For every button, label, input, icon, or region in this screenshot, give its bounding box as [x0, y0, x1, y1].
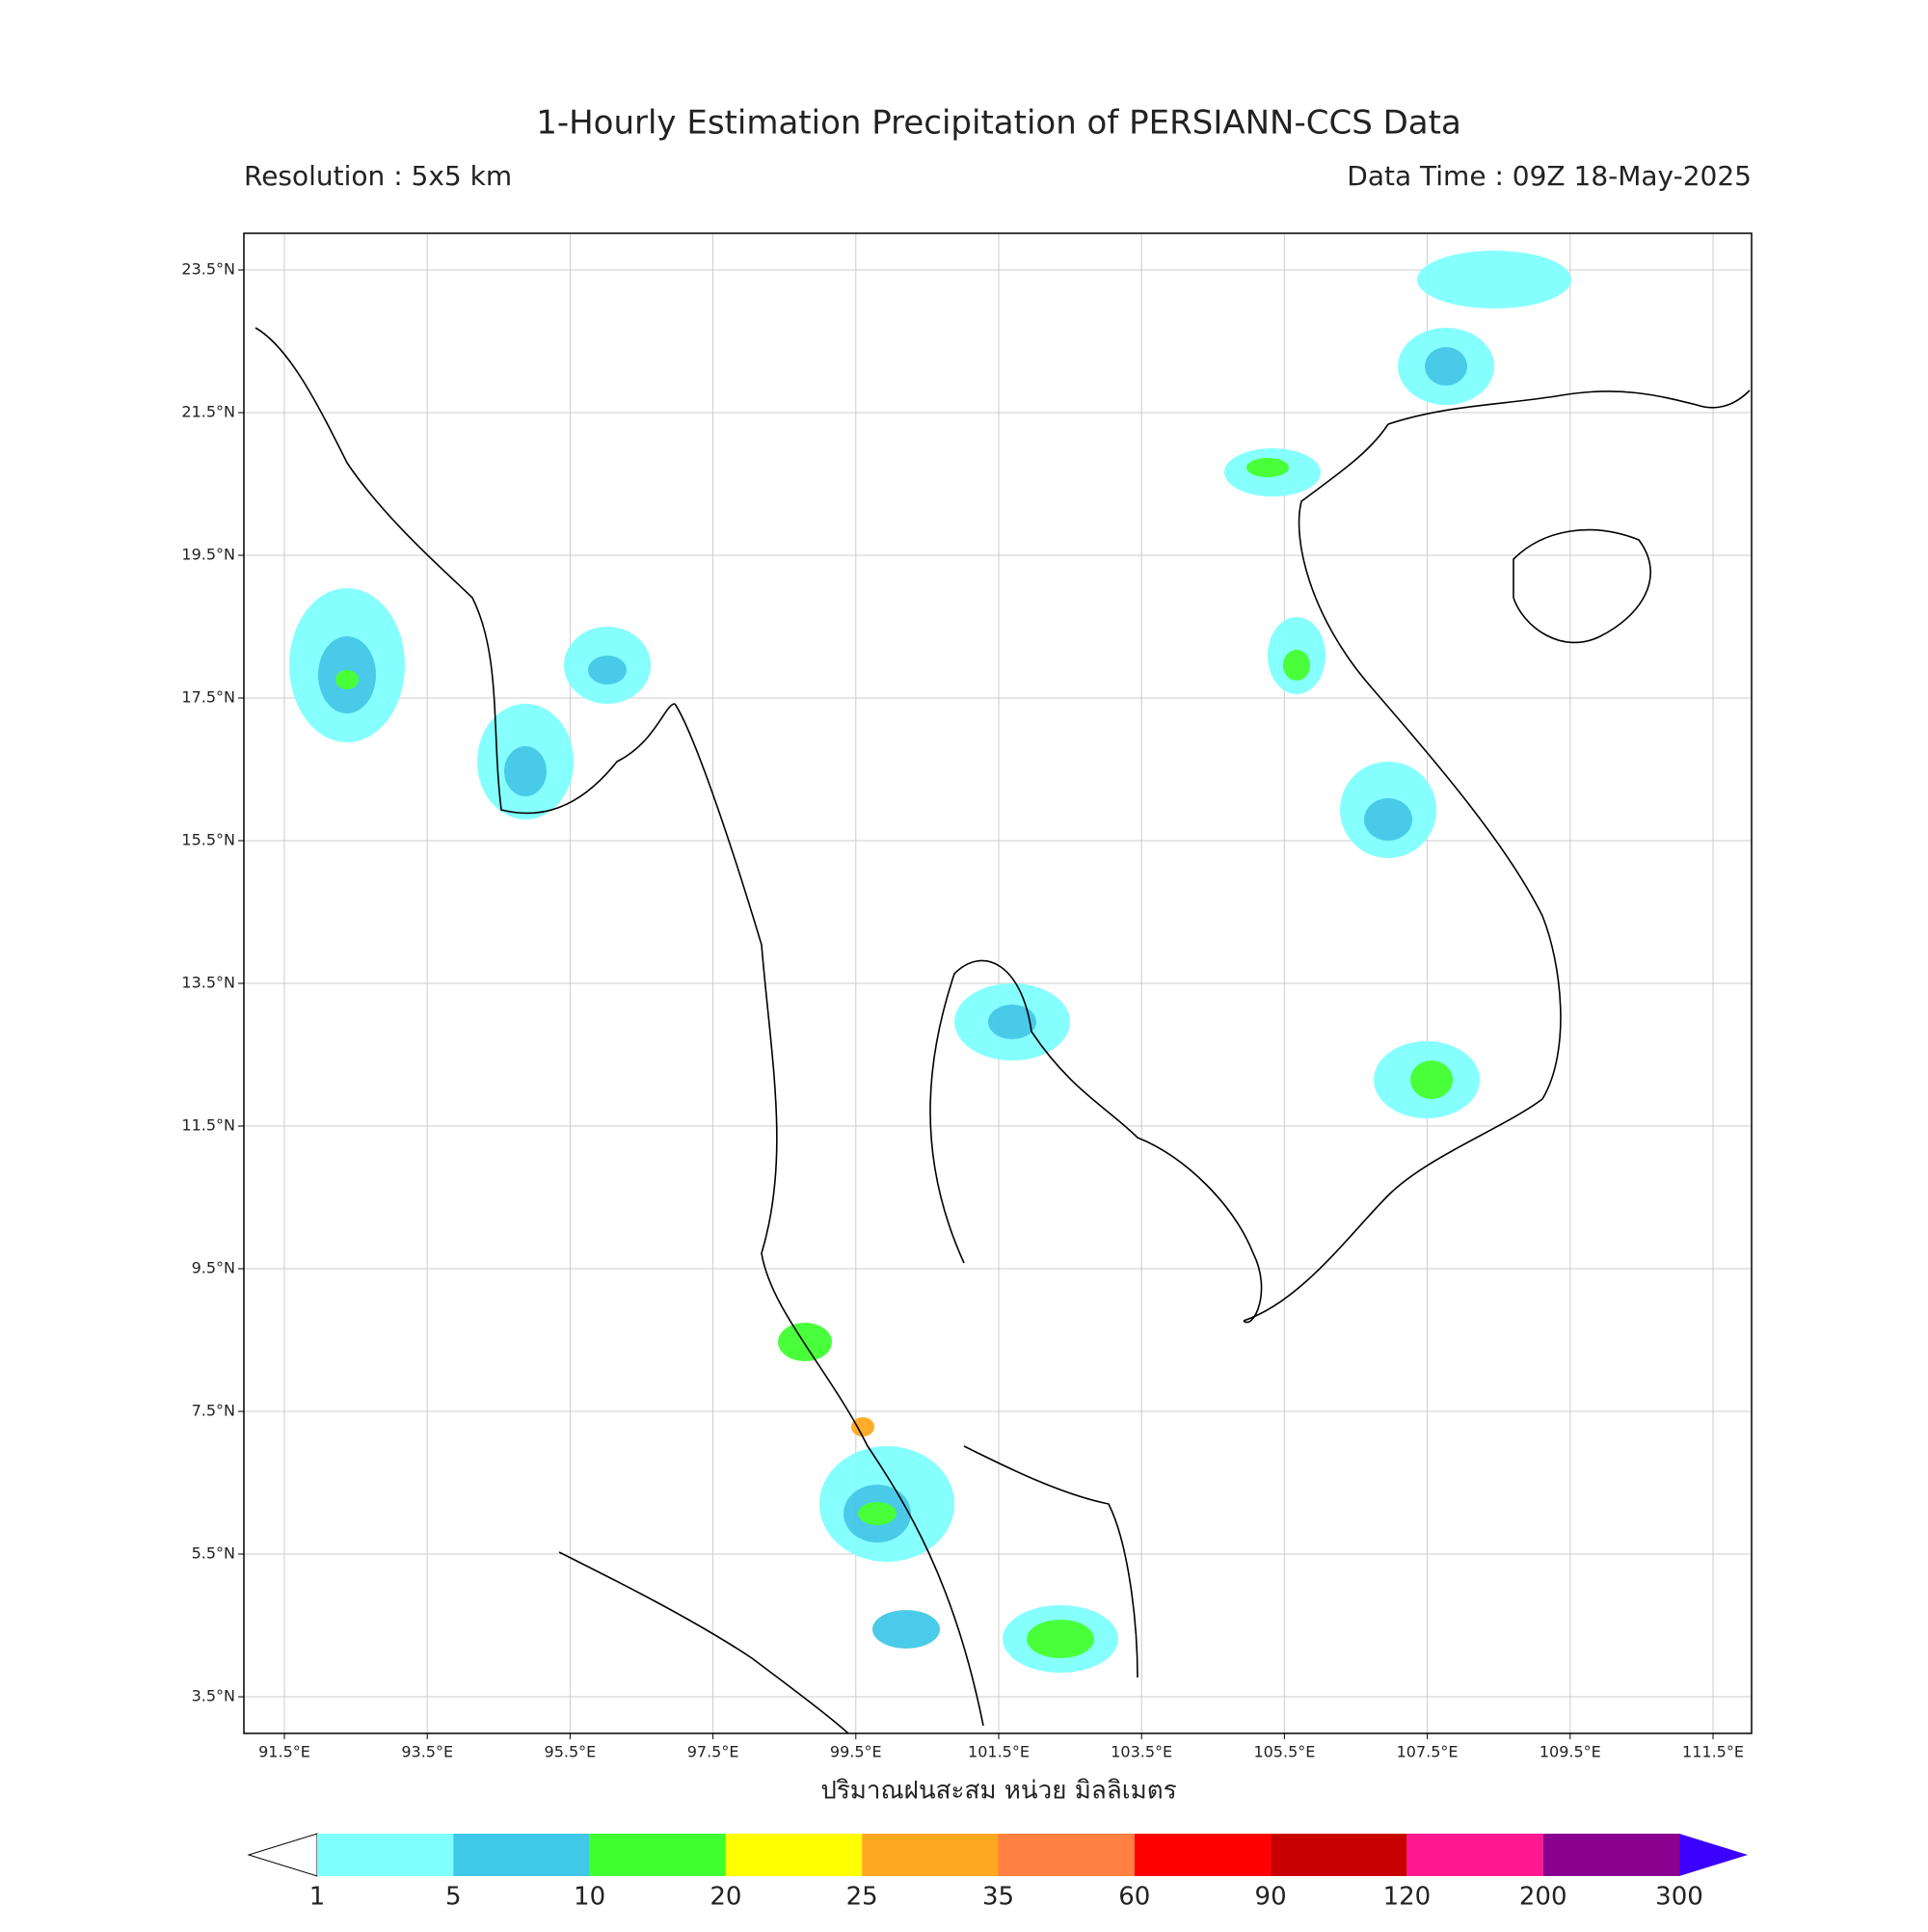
lat-tick-label: 19.5°N: [181, 546, 235, 564]
colorbar-segment: [317, 1834, 454, 1876]
lon-tick-label: 93.5°E: [401, 1743, 453, 1761]
lat-tick-label: 17.5°N: [181, 688, 235, 707]
lat-tick-label: 13.5°N: [181, 974, 235, 992]
colorbar-label: 300: [1655, 1883, 1703, 1912]
colorbar-segment: [1406, 1834, 1543, 1876]
data-time: Data Time : 09Z 18-May-2025: [1347, 160, 1752, 192]
colorbar-label: 35: [982, 1883, 1014, 1912]
lat-tick-label: 15.5°N: [181, 831, 235, 849]
grid: 23.5°N 21.5°N 19.5°N 17.5°N 15.5°N 13.5°N 11.5…: [181, 233, 1752, 1761]
rain-areas: [289, 251, 1571, 1673]
colorbar-over: [1679, 1834, 1748, 1876]
lon-tick-label: 107.5°E: [1397, 1743, 1459, 1761]
lat-tick-label: 9.5°N: [192, 1259, 235, 1277]
colorbar-segment: [862, 1834, 999, 1876]
colorbar-label: 1: [309, 1883, 326, 1912]
colorbar-segment: [725, 1834, 863, 1876]
resolution: Resolution : 5x5 km: [244, 160, 512, 192]
map-frame: [243, 232, 1753, 1734]
x-axis-label: ปริมาณฝนสะสม หน่วย มิลลิเมตร: [820, 1777, 1176, 1806]
colorbar-label: 120: [1383, 1883, 1432, 1912]
lon-tick-label: 101.5°E: [968, 1743, 1030, 1761]
lon-tick-label: 103.5°E: [1111, 1743, 1172, 1761]
colorbar-label: 90: [1255, 1883, 1287, 1912]
colorbar-label: 20: [710, 1883, 741, 1912]
lon-tick-label: 99.5°E: [830, 1743, 882, 1761]
colorbar-segment: [1134, 1834, 1272, 1876]
coastlines: [254, 327, 1751, 1734]
lon-tick-label: 95.5°E: [545, 1743, 597, 1761]
colorbar: 1 5 10 20 25 35 60 90 120 200 300: [247, 1833, 1748, 1912]
colorbar-segment: [453, 1834, 590, 1876]
lat-tick-label: 3.5°N: [192, 1687, 235, 1705]
colorbar-label: 5: [445, 1883, 462, 1912]
lat-tick-label: 21.5°N: [181, 403, 235, 421]
lat-tick-label: 23.5°N: [181, 260, 235, 279]
colorbar-segment: [1542, 1834, 1679, 1876]
colorbar-label: 200: [1519, 1883, 1567, 1912]
colorbar-label: 25: [846, 1883, 878, 1912]
colorbar-under: [247, 1833, 318, 1877]
colorbar-segment: [998, 1834, 1135, 1876]
colorbar-segment: [1271, 1834, 1407, 1876]
lon-tick-label: 97.5°E: [687, 1743, 739, 1761]
lon-tick-label: 109.5°E: [1540, 1743, 1601, 1761]
lon-tick-label: 105.5°E: [1253, 1743, 1315, 1761]
lat-tick-label: 11.5°N: [181, 1116, 235, 1135]
title: 1-Hourly Estimation Precipitation of PER…: [536, 104, 1461, 143]
lon-tick-label: 111.5°E: [1682, 1743, 1744, 1761]
lon-tick-label: 91.5°E: [258, 1743, 310, 1761]
colorbar-label: 60: [1118, 1883, 1150, 1912]
colorbar-label: 10: [574, 1883, 605, 1912]
lat-tick-label: 7.5°N: [192, 1402, 235, 1420]
lat-tick-label: 5.5°N: [192, 1544, 235, 1563]
colorbar-segment: [589, 1834, 726, 1876]
